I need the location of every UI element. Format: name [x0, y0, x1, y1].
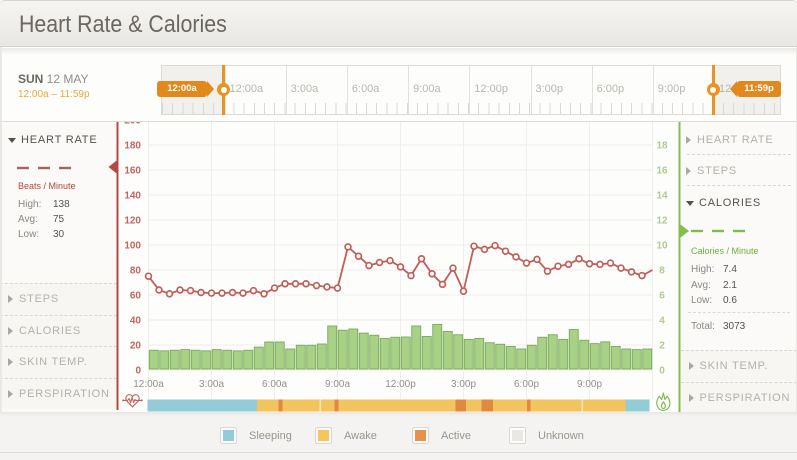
- svg-text:0: 0: [659, 366, 665, 377]
- svg-text:10: 10: [656, 241, 668, 252]
- svg-text:3:00a: 3:00a: [199, 379, 224, 390]
- svg-text:20: 20: [130, 341, 142, 352]
- svg-text:4: 4: [659, 316, 665, 327]
- svg-text:9:00p: 9:00p: [577, 379, 602, 390]
- svg-text:9:00a: 9:00a: [325, 379, 350, 390]
- svg-text:100: 100: [124, 241, 141, 252]
- svg-text:18: 18: [656, 141, 668, 152]
- svg-text:14: 14: [656, 191, 668, 202]
- svg-text:120: 120: [124, 216, 141, 227]
- svg-text:200: 200: [124, 122, 141, 127]
- svg-text:40: 40: [130, 316, 142, 327]
- svg-text:12: 12: [656, 216, 668, 227]
- svg-text:2: 2: [659, 341, 665, 352]
- svg-text:0: 0: [135, 366, 141, 377]
- svg-text:140: 140: [124, 191, 141, 202]
- svg-text:6: 6: [659, 291, 665, 302]
- svg-text:12:00p: 12:00p: [385, 379, 416, 390]
- svg-text:180: 180: [124, 141, 141, 152]
- svg-text:16: 16: [656, 166, 668, 177]
- svg-text:6:00p: 6:00p: [514, 379, 539, 390]
- svg-text:8: 8: [659, 266, 665, 277]
- svg-text:60: 60: [130, 291, 142, 302]
- svg-text:12:00a: 12:00a: [133, 379, 164, 390]
- svg-text:160: 160: [124, 166, 141, 177]
- svg-text:6:00a: 6:00a: [262, 379, 287, 390]
- svg-text:80: 80: [130, 266, 142, 277]
- svg-text:3:00p: 3:00p: [451, 379, 476, 390]
